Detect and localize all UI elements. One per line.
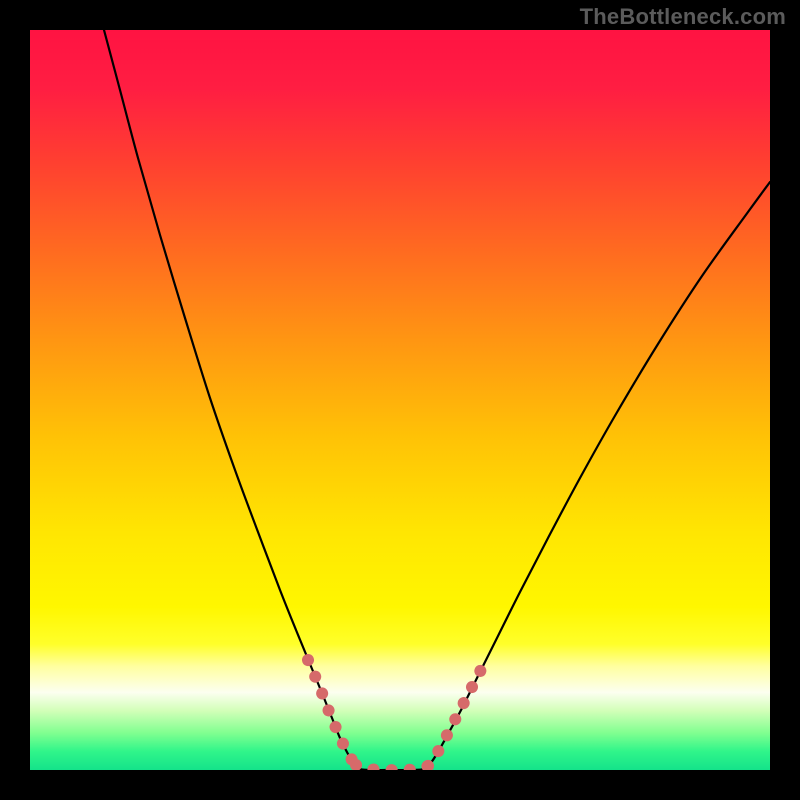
watermark-text: TheBottleneck.com — [580, 4, 786, 30]
bottleneck-chart — [0, 0, 800, 800]
gradient-background — [30, 30, 770, 770]
plot-area — [30, 30, 770, 770]
